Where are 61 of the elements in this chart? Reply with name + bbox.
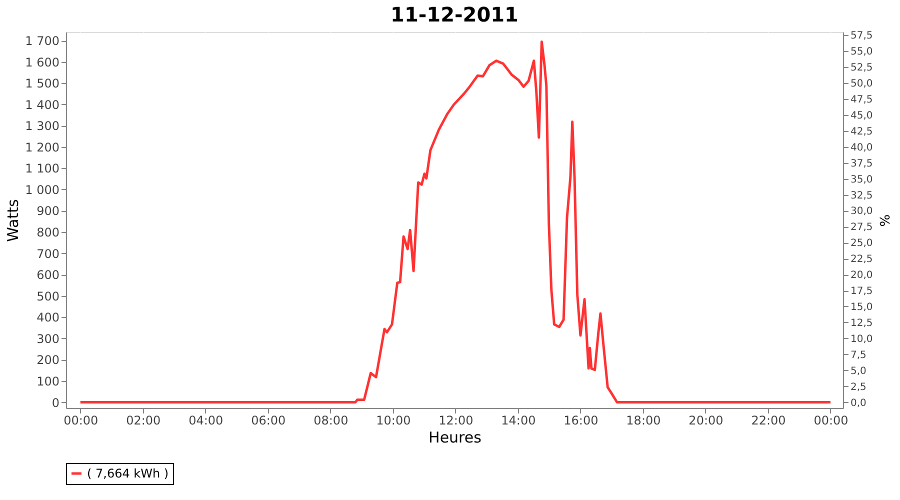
- legend-label: ( 7,664 kWh ): [87, 466, 169, 480]
- y2-tick-label: 42,5: [850, 126, 873, 138]
- x-tick-label: 00:00: [64, 414, 98, 428]
- x-tick-label: 16:00: [564, 414, 598, 428]
- y2-tick-label: 52,5: [850, 62, 873, 74]
- y2-tick-label: 7,5: [850, 350, 866, 361]
- y-tick-label: 0: [52, 396, 60, 410]
- y-tick-label: 1 600: [25, 55, 60, 70]
- y-tick-label: 1 100: [25, 162, 60, 176]
- y2-tick-label: 27,5: [850, 222, 873, 234]
- y-tick-label: 200: [36, 353, 60, 368]
- y-tick-label: 600: [36, 268, 60, 282]
- y-tick-label: 800: [36, 226, 60, 240]
- y2-tick-label: 30,0: [850, 206, 873, 218]
- y2-tick-label: 22,5: [850, 254, 873, 266]
- x-tick-label: 10:00: [376, 414, 411, 428]
- y2-tick-label: 25,0: [850, 238, 873, 250]
- y2-tick-label: 12,5: [850, 318, 873, 329]
- x-tick-label: 18:00: [626, 414, 661, 428]
- y-tick-label: 100: [36, 374, 60, 388]
- y2-tick-label: 2,5: [850, 382, 866, 393]
- y2-tick-label: 47,5: [850, 94, 873, 106]
- y-tick-label: 1 200: [25, 140, 60, 154]
- y2-tick-label: 17,5: [850, 286, 873, 298]
- x-tick-label: 14:00: [501, 414, 536, 428]
- x-axis-title: Heures: [428, 428, 482, 446]
- x-tick-label: 22:00: [751, 414, 786, 428]
- y-tick-label: 1 400: [25, 98, 60, 112]
- x-tick-label: 00:00: [814, 414, 848, 428]
- y2-tick-label: 35,0: [850, 174, 873, 186]
- y2-tick-label: 50,0: [850, 78, 873, 90]
- y2-axis-title: %: [876, 214, 891, 227]
- x-tick-label: 12:00: [438, 414, 474, 428]
- y-tick-label: 300: [36, 332, 60, 346]
- x-tick-label: 06:00: [251, 414, 286, 428]
- y2-tick-label: 40,0: [850, 142, 873, 154]
- x-tick-label: 02:00: [126, 414, 161, 428]
- y2-tick-label: 20,0: [850, 270, 873, 282]
- y2-tick-label: 0,0: [850, 398, 866, 409]
- x-tick-label: 20:00: [688, 414, 724, 428]
- y-tick-label: 400: [36, 310, 60, 325]
- y-tick-label: 1 300: [25, 119, 60, 134]
- chart-title: 11-12-2011: [390, 2, 518, 26]
- y2-tick-label: 10,0: [850, 334, 873, 345]
- x-tick-label: 04:00: [188, 414, 224, 428]
- y2-tick-label: 37,5: [850, 158, 873, 170]
- y-tick-label: 1 500: [25, 76, 60, 91]
- y-tick-label: 700: [36, 246, 60, 261]
- y2-tick-label: 5,0: [850, 366, 866, 377]
- y-tick-label: 1 000: [25, 182, 60, 197]
- y-tick-label: 900: [36, 204, 60, 218]
- y2-tick-label: 45,0: [850, 110, 873, 122]
- line-series: [79, 40, 832, 404]
- x-tick-label: 08:00: [314, 414, 348, 428]
- y2-tick-label: 15,0: [850, 302, 873, 313]
- y2-tick-label: 55,0: [850, 46, 873, 58]
- y-axis-title: Watts: [4, 199, 22, 242]
- y-tick-label: 500: [36, 289, 60, 304]
- y2-tick-label: 32,5: [850, 190, 873, 202]
- y-tick-label: 1 700: [25, 34, 60, 48]
- y2-tick-label: 57,5: [850, 30, 873, 42]
